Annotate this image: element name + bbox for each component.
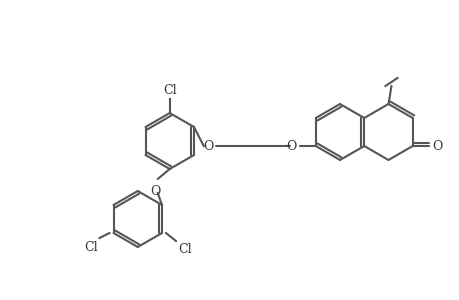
Text: O: O [432,140,442,152]
Text: Cl: Cl [84,241,97,254]
Text: O: O [286,140,296,152]
Text: Cl: Cl [162,84,176,97]
Text: O: O [203,140,213,152]
Text: Cl: Cl [178,243,191,256]
Text: O: O [150,185,161,198]
